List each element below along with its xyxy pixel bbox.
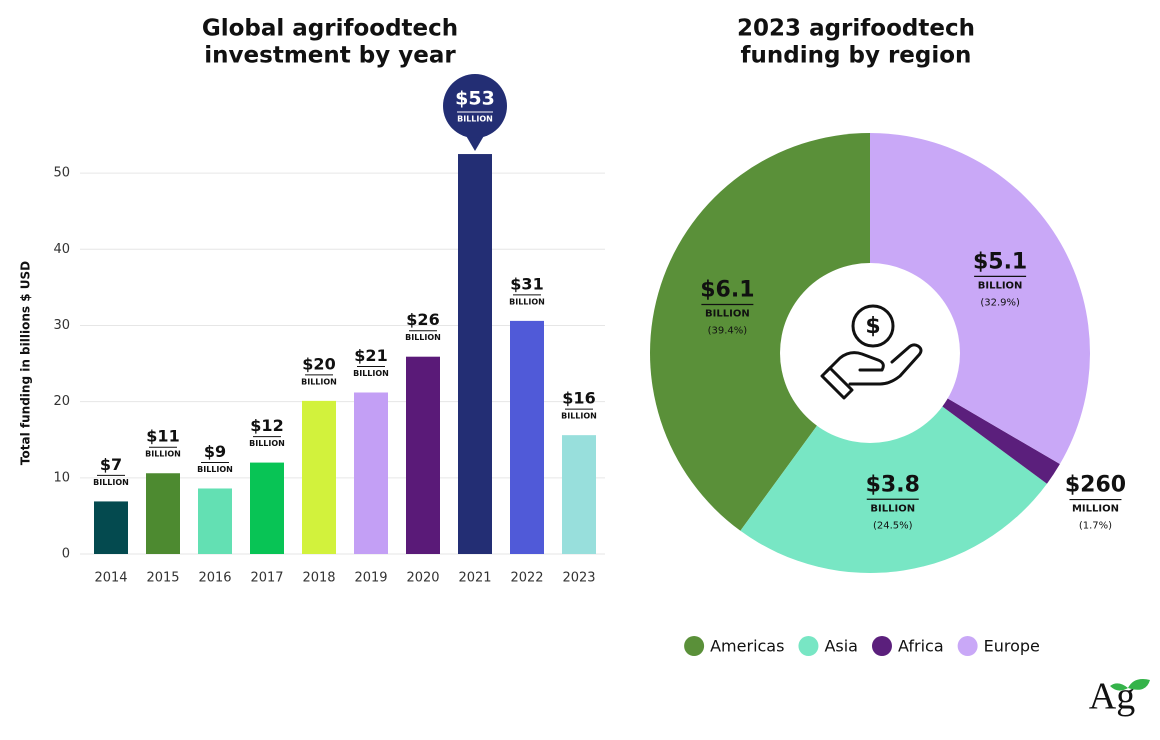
legend-swatch	[957, 636, 978, 656]
value-unit: BILLION	[301, 377, 337, 386]
x-tick-label: 2019	[354, 571, 387, 586]
money-hand-icon: $	[820, 304, 923, 400]
y-tick-label: 0	[62, 547, 70, 562]
value-label: $9	[204, 442, 226, 461]
x-tick-label: 2023	[562, 571, 595, 586]
bar	[562, 435, 596, 554]
bar	[250, 462, 284, 554]
value-label: $7	[100, 455, 122, 474]
bar	[510, 320, 544, 554]
value-label: $3.8	[866, 472, 920, 497]
value-unit: BILLION	[93, 478, 129, 487]
logo-text: Ag	[1089, 676, 1135, 718]
value-label: $26	[406, 310, 439, 329]
x-tick-label: 2021	[458, 571, 491, 586]
legend-swatch	[798, 636, 819, 656]
x-tick-label: 2020	[406, 571, 439, 586]
percent-label: (39.4%)	[708, 326, 748, 337]
bar	[302, 400, 336, 554]
value-label: $260	[1065, 473, 1126, 498]
chart-title: Global agrifoodtech	[202, 16, 458, 42]
value-label: $53	[455, 88, 495, 110]
percent-label: (32.9%)	[980, 297, 1020, 308]
logo-leaf	[1110, 679, 1150, 691]
y-tick-label: 40	[53, 242, 70, 257]
value-label: $20	[302, 354, 335, 373]
bar	[406, 356, 440, 554]
value-unit: BILLION	[561, 412, 597, 421]
x-tick-label: 2016	[198, 571, 231, 586]
value-unit: BILLION	[457, 115, 493, 124]
x-tick-label: 2018	[302, 571, 335, 586]
legend-swatch	[684, 636, 705, 656]
chart-title: funding by region	[741, 43, 972, 69]
value-unit: BILLION	[978, 280, 1023, 291]
legend-label: Americas	[710, 637, 784, 656]
value-unit: BILLION	[705, 309, 750, 320]
bar	[94, 501, 128, 554]
value-unit: BILLION	[405, 333, 441, 342]
y-tick-label: 10	[53, 470, 70, 485]
legend-label: Asia	[824, 637, 858, 656]
donut-hole	[780, 263, 960, 443]
bar	[146, 473, 180, 554]
logo: Ag	[1089, 676, 1150, 718]
x-tick-label: 2017	[250, 571, 283, 586]
callout	[443, 74, 507, 139]
value-unit: BILLION	[249, 439, 285, 448]
value-label: $16	[562, 389, 595, 408]
value-unit: BILLION	[353, 369, 389, 378]
value-label: $11	[146, 427, 179, 446]
percent-label: (24.5%)	[873, 520, 913, 531]
value-label: $31	[510, 274, 543, 293]
legend-label: Europe	[984, 637, 1040, 656]
value-unit: BILLION	[145, 450, 181, 459]
bar	[354, 392, 388, 554]
callout	[465, 134, 485, 152]
y-tick-label: 30	[53, 318, 70, 333]
legend-label: Africa	[898, 637, 944, 656]
value-label: $6.1	[700, 278, 754, 303]
donut-slice	[740, 353, 1047, 573]
legend-swatch	[871, 636, 892, 656]
value-unit: BILLION	[509, 297, 545, 306]
value-unit: MILLION	[1072, 504, 1119, 515]
bar	[458, 154, 492, 554]
bar	[198, 488, 232, 554]
x-tick-label: 2015	[146, 571, 179, 586]
x-tick-label: 2022	[510, 571, 543, 586]
percent-label: (1.7%)	[1079, 521, 1112, 532]
y-tick-label: 50	[53, 166, 70, 181]
value-label: $12	[250, 416, 283, 435]
y-tick-label: 20	[53, 394, 70, 409]
value-label: $5.1	[973, 249, 1027, 274]
x-tick-label: 2014	[94, 571, 127, 586]
value-unit: BILLION	[197, 465, 233, 474]
chart-title: 2023 agrifoodtech	[737, 16, 975, 42]
dollar-symbol: $	[865, 314, 880, 339]
value-unit: BILLION	[870, 503, 915, 514]
chart-title: investment by year	[204, 43, 456, 69]
donut-slice	[650, 133, 870, 531]
value-label: $21	[354, 346, 387, 365]
y-axis-label: Total funding in billions $ USD	[19, 261, 33, 465]
